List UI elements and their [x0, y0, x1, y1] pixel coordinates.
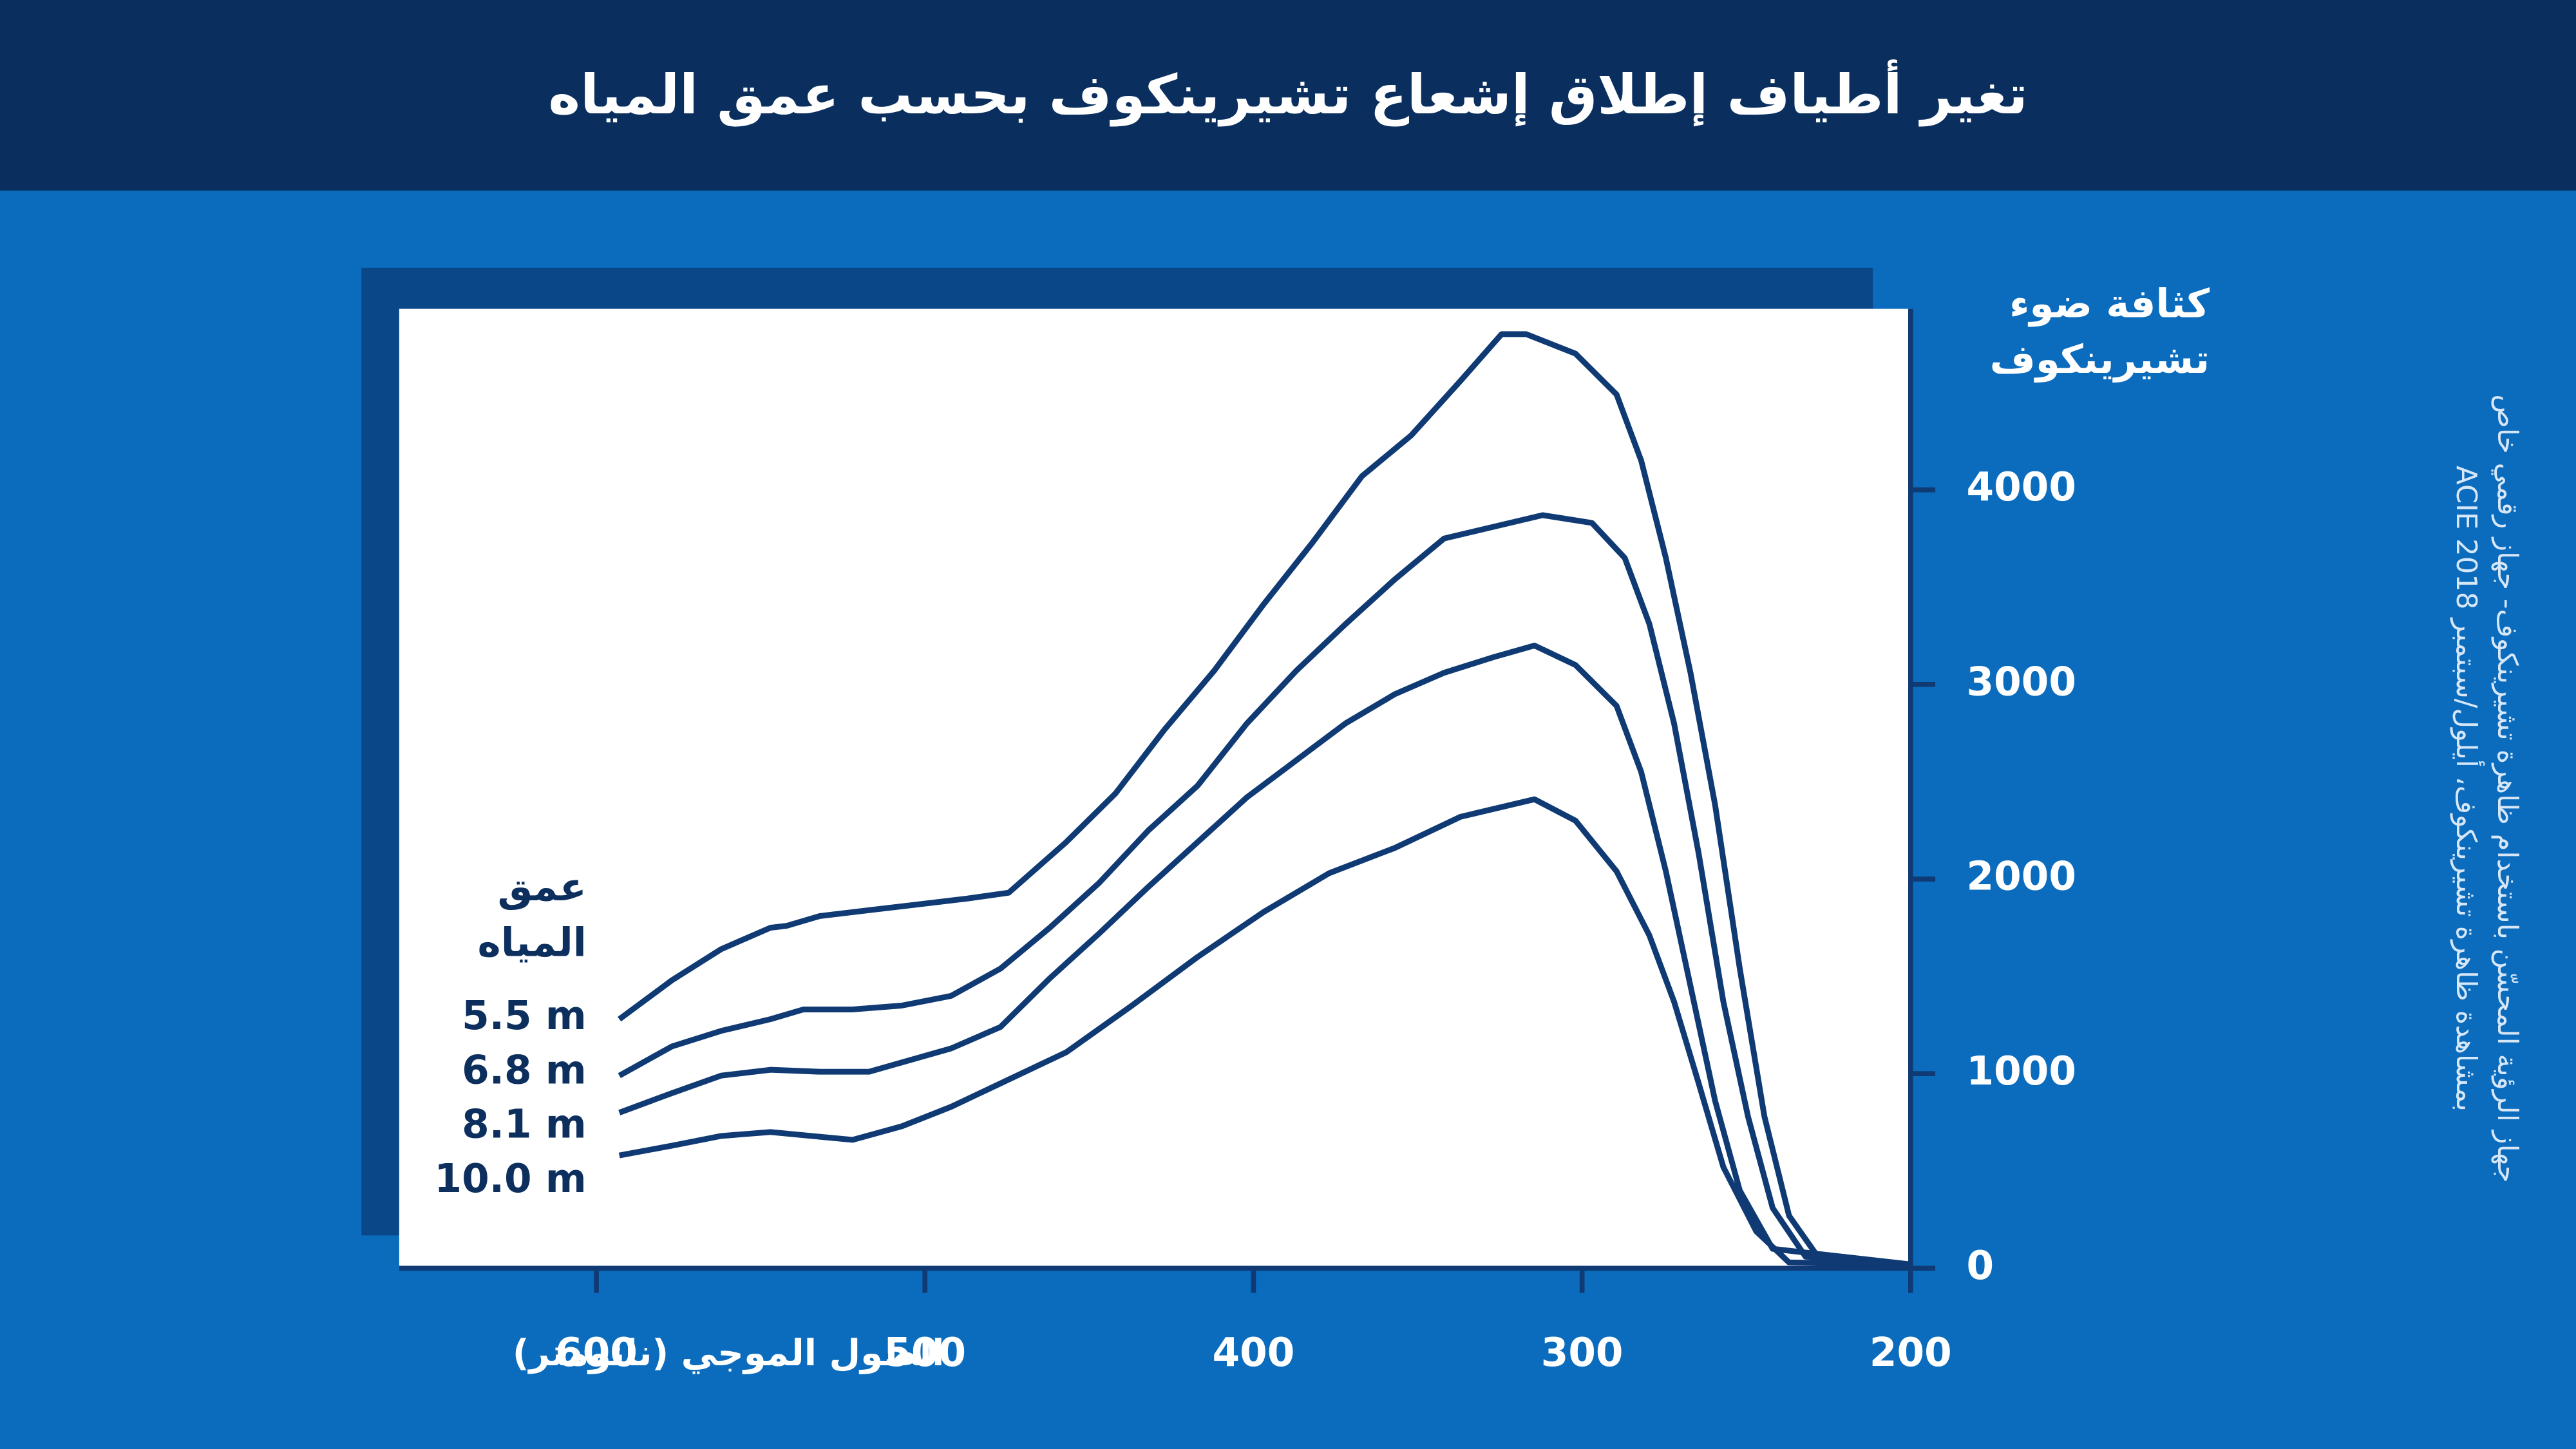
y-tick-label: 1000 — [1967, 1048, 2076, 1094]
x-tick-label: 300 — [1541, 1330, 1624, 1376]
y-label-box: كثافة ضوء تشيرينكوف — [1989, 281, 2210, 383]
y-tick-label: 2000 — [1967, 854, 2076, 900]
legend-label: 8.1 m — [462, 1102, 587, 1148]
legend-label: 5.5 m — [462, 993, 587, 1039]
y-tick-label: 3000 — [1967, 659, 2076, 705]
series-line — [618, 796, 1911, 1267]
x-axis-label: الطول الموجي (نانومتر) — [513, 1332, 944, 1374]
series-line — [618, 331, 1911, 1267]
header-bar — [0, 0, 2576, 191]
y-tick-label: 0 — [1967, 1243, 1994, 1289]
chart-title: تغير أطياف إطلاق إشعاع تشيرينكوف بحسب عم… — [548, 59, 2027, 127]
source-note: جهاز الرؤية المحسّن باستخدام ظاهرة تشيري… — [2491, 394, 2523, 1182]
legend-label: 10.0 m — [435, 1156, 587, 1202]
x-tick-label: 400 — [1213, 1330, 1295, 1376]
legend-title-box: عمق المياه — [477, 864, 587, 966]
x-tick-label: 600 — [555, 1330, 638, 1376]
series-line — [618, 642, 1911, 1267]
legend-label: 6.8 m — [462, 1047, 587, 1093]
source-note: بمشاهدة ظاهرة تشيرينكوف، أيلول/سبتمبر 20… — [2450, 466, 2485, 1112]
plot-area — [399, 308, 1911, 1269]
series-line — [618, 512, 1911, 1267]
legend-title: عمق المياه — [477, 864, 587, 966]
y-axis-label: كثافة ضوء تشيرينكوف — [1989, 281, 2210, 383]
x-tick-label: 200 — [1870, 1330, 1952, 1376]
y-tick-label: 4000 — [1967, 464, 2076, 510]
x-tick-label: 500 — [884, 1330, 966, 1376]
